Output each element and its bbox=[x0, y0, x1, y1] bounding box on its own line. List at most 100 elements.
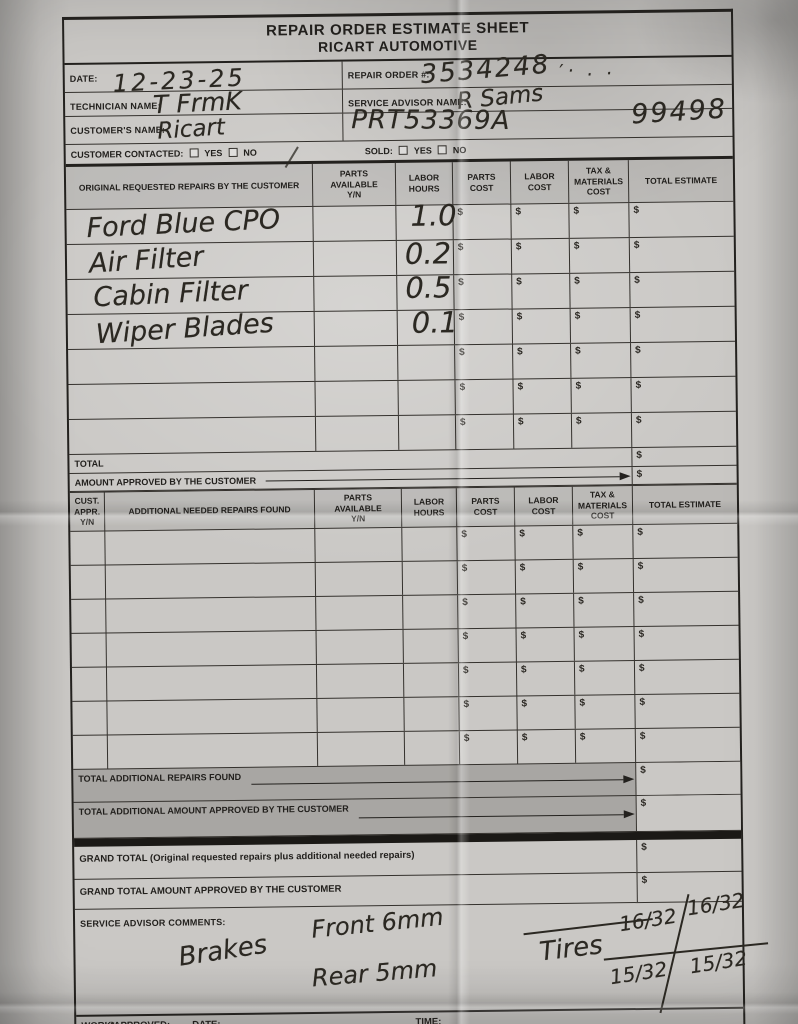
col-parts-cost: PARTS COST bbox=[451, 161, 511, 205]
dollar-sign: $ bbox=[575, 345, 581, 357]
dollar-sign: $ bbox=[573, 205, 580, 217]
dollar-sign: $ bbox=[461, 563, 468, 575]
dollar-sign: $ bbox=[516, 276, 522, 288]
col-total-estimate: TOTAL ESTIMATE bbox=[627, 158, 734, 203]
handwritten-tag-number: 99498 bbox=[630, 93, 729, 131]
dollar-sign: $ bbox=[633, 239, 640, 252]
date-label: DATE: bbox=[69, 73, 98, 84]
dollar-sign: $ bbox=[577, 527, 583, 539]
dollar-sign: $ bbox=[638, 594, 644, 607]
dollar-sign: $ bbox=[520, 630, 527, 642]
time-signature-line bbox=[441, 1013, 692, 1024]
col-parts-available: PARTS AVAILABLE Y/N bbox=[311, 162, 396, 206]
total-label: TOTAL bbox=[74, 458, 104, 469]
dollar-sign: $ bbox=[457, 242, 464, 254]
total-additional-approved-label: TOTAL ADDITIONAL AMOUNT APPROVED BY THE … bbox=[78, 803, 349, 817]
dollar-sign: $ bbox=[578, 595, 584, 607]
dollar-sign: $ bbox=[463, 699, 470, 711]
sold-yes-checkbox bbox=[398, 145, 408, 155]
dollar-sign: $ bbox=[636, 468, 643, 481]
handwritten-repair-2: Air Filter bbox=[88, 241, 205, 280]
dollar-sign: $ bbox=[517, 416, 524, 428]
total-additional-label: TOTAL ADDITIONAL REPAIRS FOUND bbox=[78, 771, 242, 784]
handwritten-repair-3: Cabin Filter bbox=[92, 275, 249, 314]
arrow-right bbox=[251, 779, 624, 785]
dollar-sign: $ bbox=[573, 240, 580, 252]
col-tax-materials-cost: TAX & MATERIALS COST bbox=[571, 486, 633, 525]
customer-contacted-yes-checkbox bbox=[189, 148, 199, 158]
dollar-sign: $ bbox=[575, 380, 582, 392]
dollar-sign: $ bbox=[461, 529, 467, 541]
col-additional-repairs: ADDITIONAL NEEDED REPAIRS FOUND bbox=[103, 489, 315, 531]
col-parts-cost: PARTS COST bbox=[455, 487, 515, 527]
handwritten-hours-2: 0.2 bbox=[404, 236, 452, 271]
dollar-sign: $ bbox=[640, 797, 647, 809]
dollar-sign: $ bbox=[639, 730, 646, 742]
dollar-sign: $ bbox=[577, 561, 584, 573]
col-cust-appr: CUST. APPR. Y/N bbox=[69, 492, 105, 531]
dollar-sign: $ bbox=[458, 277, 464, 289]
service-advisor-comments-label: SERVICE ADVISOR COMMENTS: bbox=[80, 917, 226, 929]
dollar-sign: $ bbox=[458, 312, 465, 324]
date-signature-line bbox=[220, 1017, 386, 1024]
handwritten-pen-marks: ′· . . bbox=[559, 57, 617, 83]
handwritten-technician-name: T FrmK bbox=[152, 86, 243, 120]
dollar-sign: $ bbox=[574, 275, 580, 287]
dollar-sign: $ bbox=[574, 310, 581, 322]
dollar-sign: $ bbox=[635, 414, 642, 427]
dollar-sign: $ bbox=[637, 560, 644, 573]
sold-label: SOLD: bbox=[364, 145, 393, 156]
sold-no-checkbox bbox=[437, 145, 447, 155]
dollar-sign: $ bbox=[641, 841, 647, 853]
dollar-sign: $ bbox=[515, 206, 522, 218]
dollar-sign: $ bbox=[519, 562, 526, 574]
dollar-sign: $ bbox=[638, 628, 645, 641]
dollar-sign: $ bbox=[579, 697, 586, 709]
technician-label: TECHNICIAN NAME: bbox=[70, 100, 161, 112]
col-tax-materials-cost: TAX & MATERIALS COST bbox=[567, 160, 629, 203]
dollar-sign: $ bbox=[634, 309, 641, 322]
handwritten-tires: Tires bbox=[537, 930, 605, 968]
dollar-sign: $ bbox=[575, 415, 582, 427]
repair-order-label: REPAIR ORDER #: bbox=[347, 69, 430, 81]
dollar-sign: $ bbox=[636, 449, 643, 462]
dollar-sign: $ bbox=[457, 207, 464, 219]
col-parts-available: PARTS AVAILABLE Y/N bbox=[313, 488, 402, 528]
dollar-sign: $ bbox=[462, 597, 468, 609]
dollar-sign: $ bbox=[634, 274, 640, 287]
footer-date-label: DATE: bbox=[192, 1019, 221, 1024]
dollar-sign: $ bbox=[459, 347, 465, 359]
col-labor-cost: LABOR COST bbox=[509, 160, 569, 204]
dollar-sign: $ bbox=[459, 417, 466, 429]
customer-contacted-no-checkbox bbox=[228, 147, 238, 157]
dollar-sign: $ bbox=[578, 629, 585, 641]
form-title-block: REPAIR ORDER ESTIMATE SHEET RICART AUTOM… bbox=[64, 11, 732, 65]
handwritten-hours-1: 1.0 bbox=[410, 198, 457, 233]
col-labor-cost: LABOR COST bbox=[513, 486, 573, 526]
dollar-sign: $ bbox=[639, 696, 646, 708]
arrow-right bbox=[358, 813, 624, 818]
dollar-sign: $ bbox=[578, 663, 585, 675]
dollar-sign: $ bbox=[641, 874, 648, 886]
dollar-sign: $ bbox=[635, 379, 642, 392]
col-total-estimate: TOTAL ESTIMATE bbox=[631, 484, 738, 525]
dollar-sign: $ bbox=[517, 381, 524, 393]
repair-order-estimate-form: REPAIR ORDER ESTIMATE SHEET RICART AUTOM… bbox=[62, 8, 769, 1024]
amount-approved-label: AMOUNT APPROVED BY THE CUSTOMER bbox=[74, 475, 257, 488]
dollar-sign: $ bbox=[520, 596, 526, 608]
yes-label: YES bbox=[204, 147, 223, 158]
customer-label: CUSTOMER'S NAME: bbox=[70, 124, 166, 136]
dollar-sign: $ bbox=[515, 241, 522, 253]
dollar-sign: $ bbox=[635, 344, 641, 357]
customer-contacted-label: CUSTOMER CONTACTED: bbox=[70, 148, 184, 160]
handwritten-hours-3: 0.5 bbox=[405, 270, 452, 305]
dollar-sign: $ bbox=[516, 311, 523, 323]
work-approved-label: WORK APPROVED: bbox=[81, 1020, 170, 1024]
footer-time-label: TIME: bbox=[415, 1016, 442, 1024]
dollar-sign: $ bbox=[463, 733, 470, 745]
dollar-sign: $ bbox=[521, 732, 528, 744]
dollar-sign: $ bbox=[459, 382, 466, 394]
arrow-right bbox=[266, 475, 620, 482]
col-original-repairs: ORIGINAL REQUESTED REPAIRS BY THE CUSTOM… bbox=[65, 163, 313, 209]
